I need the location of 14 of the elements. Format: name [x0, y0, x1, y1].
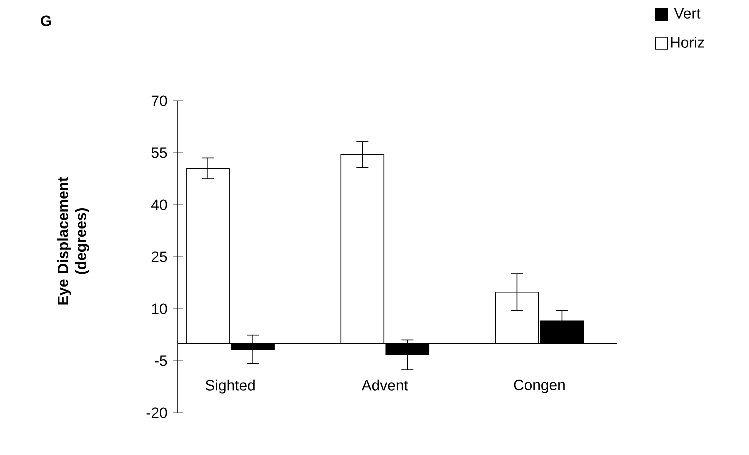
text: G	[41, 16, 52, 26]
y-tick-label: 25	[152, 252, 168, 262]
x-tick-label: Sighted	[206, 380, 255, 394]
x-tick-label: Congen	[514, 380, 565, 394]
y-tick-label: 70	[152, 96, 168, 106]
y-axis-title: Eye Displacement (degrees)	[57, 177, 90, 305]
y-tick-label: -20	[146, 408, 168, 418]
legend-label: Vert	[674, 8, 701, 19]
legend-label: Horiz	[671, 36, 704, 48]
y-tick-label: -5	[155, 356, 168, 366]
x-tick-label: Advent	[362, 380, 408, 391]
y-tick-label: 55	[152, 148, 168, 158]
y-tick-label: 10	[152, 304, 168, 314]
y-tick-label: 40	[152, 200, 168, 210]
